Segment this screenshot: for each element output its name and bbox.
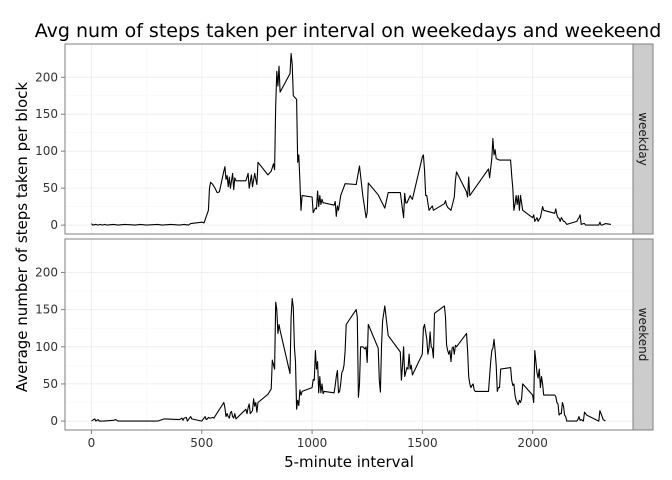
x-tick-label: 1000: [297, 436, 328, 450]
y-tick-label: 200: [35, 265, 58, 279]
y-tick-label: 100: [35, 144, 58, 158]
y-axis-title: Average number of steps taken per block: [13, 82, 31, 392]
chart-title: Avg num of steps taken per interval on w…: [35, 20, 662, 42]
x-tick-label: 500: [190, 436, 213, 450]
panel-background: [65, 44, 633, 234]
x-tick-label: 0: [88, 436, 96, 450]
strip-label: weekday: [636, 112, 650, 166]
y-tick-label: 0: [50, 218, 58, 232]
y-tick-label: 150: [35, 107, 58, 121]
y-tick-label: 200: [35, 70, 58, 84]
y-tick-label: 50: [43, 377, 58, 391]
series-line-weekday: [91, 53, 611, 226]
x-tick-label: 1500: [407, 436, 438, 450]
panel-weekday: 0 50 100 150 200 weekday: [35, 43, 654, 235]
y-tick-label: 150: [35, 303, 58, 317]
x-tick-label: 2000: [517, 436, 548, 450]
facet-strip-weekend: weekend: [632, 238, 654, 431]
y-tick-label: 50: [43, 181, 58, 195]
x-axis-title: 5-minute interval: [284, 453, 414, 471]
y-tick-label: 0: [50, 414, 58, 428]
y-tick-label: 100: [35, 340, 58, 354]
strip-label: weekend: [636, 308, 650, 362]
facet-panels: 0 50 100 150 200 weekday 0 50 100 150 200 weekend 0 5…: [35, 43, 654, 450]
panel-background: [65, 239, 633, 430]
panel-weekend: 0 50 100 150 200 weekend 0 500 1000 1500 2000: [35, 238, 654, 450]
strip-background: [632, 43, 654, 235]
strip-background: [632, 238, 654, 431]
facet-strip-weekday: weekday: [632, 43, 654, 235]
series-line-weekend: [91, 297, 606, 422]
